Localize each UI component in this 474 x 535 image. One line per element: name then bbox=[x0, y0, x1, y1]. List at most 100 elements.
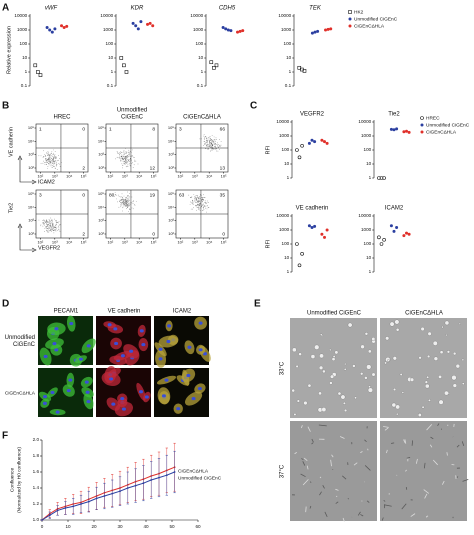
event-dot bbox=[204, 141, 206, 142]
event-dot bbox=[44, 228, 46, 229]
data-point bbox=[324, 28, 328, 32]
cell bbox=[352, 364, 356, 368]
event-dot bbox=[191, 197, 192, 198]
event-dot bbox=[217, 150, 219, 152]
event-dot bbox=[202, 209, 204, 211]
event-dot bbox=[218, 144, 220, 146]
event-dot bbox=[56, 160, 58, 162]
event-dot bbox=[51, 165, 53, 166]
event-dot bbox=[217, 144, 219, 146]
y-tick-label: 10³ bbox=[168, 218, 174, 223]
data-point bbox=[41, 519, 43, 521]
event-dot bbox=[216, 142, 218, 144]
event-dot bbox=[126, 158, 128, 160]
y-tick-label: 1000 bbox=[17, 27, 28, 32]
event-dot bbox=[58, 155, 59, 156]
event-dot bbox=[119, 201, 121, 202]
event-dot bbox=[126, 204, 128, 205]
event-dot bbox=[121, 160, 123, 162]
event-dot bbox=[58, 229, 59, 231]
row-label: CiGEnC bbox=[13, 342, 36, 348]
plot-title: KDR bbox=[131, 6, 144, 12]
y-tick-label: 1 bbox=[287, 175, 290, 180]
cell bbox=[392, 356, 397, 361]
data-point bbox=[300, 251, 304, 256]
quadrant-value: 3 bbox=[179, 126, 182, 132]
cell bbox=[425, 383, 430, 389]
event-dot bbox=[121, 158, 123, 159]
y-tick-label: 100 bbox=[284, 41, 292, 46]
event-dot bbox=[47, 159, 48, 161]
event-dot bbox=[129, 164, 131, 166]
data-point bbox=[119, 56, 124, 60]
cell bbox=[381, 517, 384, 521]
event-dot bbox=[220, 145, 221, 147]
y-tick-label: 10 bbox=[108, 55, 114, 60]
event-dot bbox=[209, 142, 210, 143]
event-dot bbox=[117, 151, 118, 153]
event-dot bbox=[121, 196, 123, 198]
event-dot bbox=[44, 221, 46, 223]
event-dot bbox=[208, 207, 210, 208]
event-dot bbox=[53, 163, 55, 165]
event-dot bbox=[214, 142, 216, 144]
plot-title: CDH5 bbox=[219, 6, 236, 12]
cell bbox=[335, 488, 339, 491]
event-dot bbox=[55, 164, 57, 166]
event-dot bbox=[120, 203, 122, 204]
data-point bbox=[297, 263, 302, 268]
data-point bbox=[209, 60, 214, 65]
event-dot bbox=[125, 157, 127, 159]
event-dot bbox=[125, 204, 127, 206]
x-tick-label: 10³ bbox=[52, 240, 58, 245]
event-dot bbox=[198, 204, 200, 206]
event-dot bbox=[127, 196, 129, 197]
y-tick-label: 10³ bbox=[98, 218, 104, 223]
x-axis-label: VEGFR2 bbox=[38, 245, 60, 251]
event-dot bbox=[53, 154, 54, 155]
event-dot bbox=[129, 204, 131, 206]
event-dot bbox=[207, 149, 209, 150]
event-dot bbox=[192, 199, 194, 201]
event-dot bbox=[123, 159, 125, 160]
cell bbox=[420, 326, 425, 331]
event-dot bbox=[129, 151, 131, 152]
data-point bbox=[241, 29, 245, 33]
nucleus bbox=[84, 380, 89, 384]
event-dot bbox=[46, 159, 48, 161]
y-tick-label: 10² bbox=[168, 165, 174, 170]
event-dot bbox=[133, 204, 135, 205]
event-dot bbox=[126, 202, 128, 204]
event-dot bbox=[210, 142, 212, 143]
plot-title: VE cadherin bbox=[296, 206, 329, 212]
event-dot bbox=[114, 195, 115, 197]
data-point bbox=[313, 30, 317, 34]
legend-label: HK2 bbox=[354, 9, 364, 15]
event-dot bbox=[196, 206, 198, 208]
event-dot bbox=[115, 194, 117, 195]
event-dot bbox=[202, 197, 204, 199]
cell bbox=[401, 503, 407, 510]
event-dot bbox=[204, 136, 205, 138]
cell bbox=[399, 373, 403, 376]
y-tick-label: 10000 bbox=[278, 13, 291, 18]
event-dot bbox=[42, 220, 44, 221]
event-dot bbox=[53, 230, 55, 232]
event-dot bbox=[207, 139, 209, 141]
event-dot bbox=[194, 197, 196, 198]
panel-label: B bbox=[2, 101, 9, 112]
cell bbox=[391, 402, 397, 408]
data-point bbox=[158, 476, 160, 479]
event-dot bbox=[54, 157, 56, 158]
event-dot bbox=[44, 220, 46, 221]
x-tick-label: 10⁵ bbox=[81, 240, 87, 245]
event-dot bbox=[128, 197, 130, 199]
event-dot bbox=[205, 142, 207, 143]
event-dot bbox=[47, 225, 48, 227]
event-dot bbox=[57, 159, 59, 161]
event-dot bbox=[47, 221, 49, 223]
event-dot bbox=[121, 156, 122, 158]
cell bbox=[411, 440, 414, 446]
data-point bbox=[389, 224, 393, 228]
event-dot bbox=[51, 226, 53, 227]
